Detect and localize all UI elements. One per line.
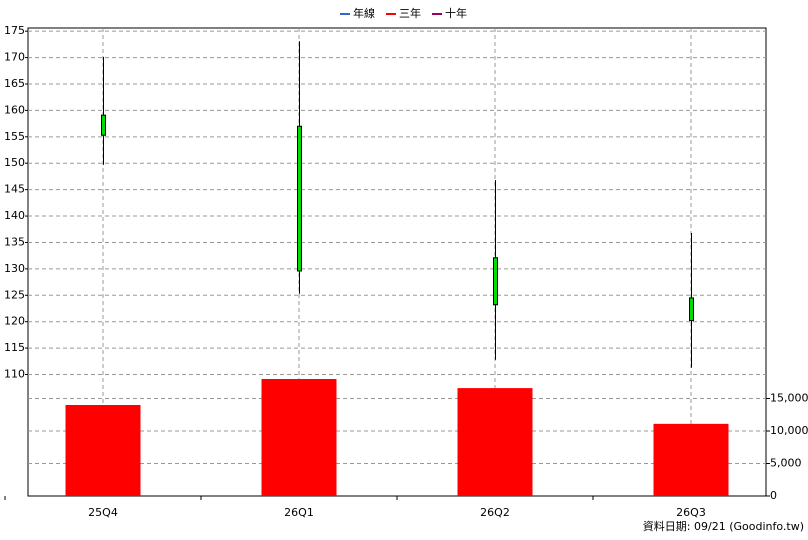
source-note: 資料日期: 09/21 (Goodinfo.tw): [643, 519, 804, 533]
y-tick-label: 150: [4, 156, 25, 169]
candle-body: [297, 125, 302, 272]
y2-tick-label: 10,000: [770, 424, 808, 437]
y-tick-label: 145: [4, 183, 25, 196]
legend-label: 年線: [353, 6, 375, 20]
y-tick-label: 120: [4, 315, 25, 328]
legend-label: 十年: [445, 6, 467, 20]
plot-frame: [27, 27, 767, 497]
y-tick-label: 165: [4, 77, 25, 90]
candle-body: [689, 297, 694, 322]
y-tick-label: 175: [4, 24, 25, 37]
y2-tick-label: 0: [770, 489, 777, 502]
volume-bar: [261, 379, 337, 496]
y-tick-label: 125: [4, 288, 25, 301]
y2-tick-label: 5,000: [770, 457, 802, 470]
candle-body: [493, 257, 498, 306]
y-tick-label: 155: [4, 130, 25, 143]
volume-bar: [653, 423, 729, 496]
legend: 年線 三年 十年: [340, 6, 467, 20]
legend-label: 三年: [399, 6, 421, 20]
candle-body: [101, 114, 106, 136]
y2-tick-label: 15,000: [770, 392, 808, 405]
y-tick-label: 135: [4, 235, 25, 248]
volume-bar: [65, 405, 141, 496]
y-tick-label: 160: [4, 103, 25, 116]
x-tick-label: 26Q3: [676, 506, 706, 519]
y-tick-label: 115: [4, 341, 25, 354]
volume-bar: [457, 388, 533, 496]
y-tick-label: 130: [4, 262, 25, 275]
x-tick-label: 25Q4: [88, 506, 118, 519]
y-tick-label: 110: [4, 368, 25, 381]
x-tick-label: 26Q1: [284, 506, 314, 519]
y-tick-label: 140: [4, 209, 25, 222]
x-tick-label: 26Q2: [480, 506, 510, 519]
y-tick-label: 170: [4, 51, 25, 64]
